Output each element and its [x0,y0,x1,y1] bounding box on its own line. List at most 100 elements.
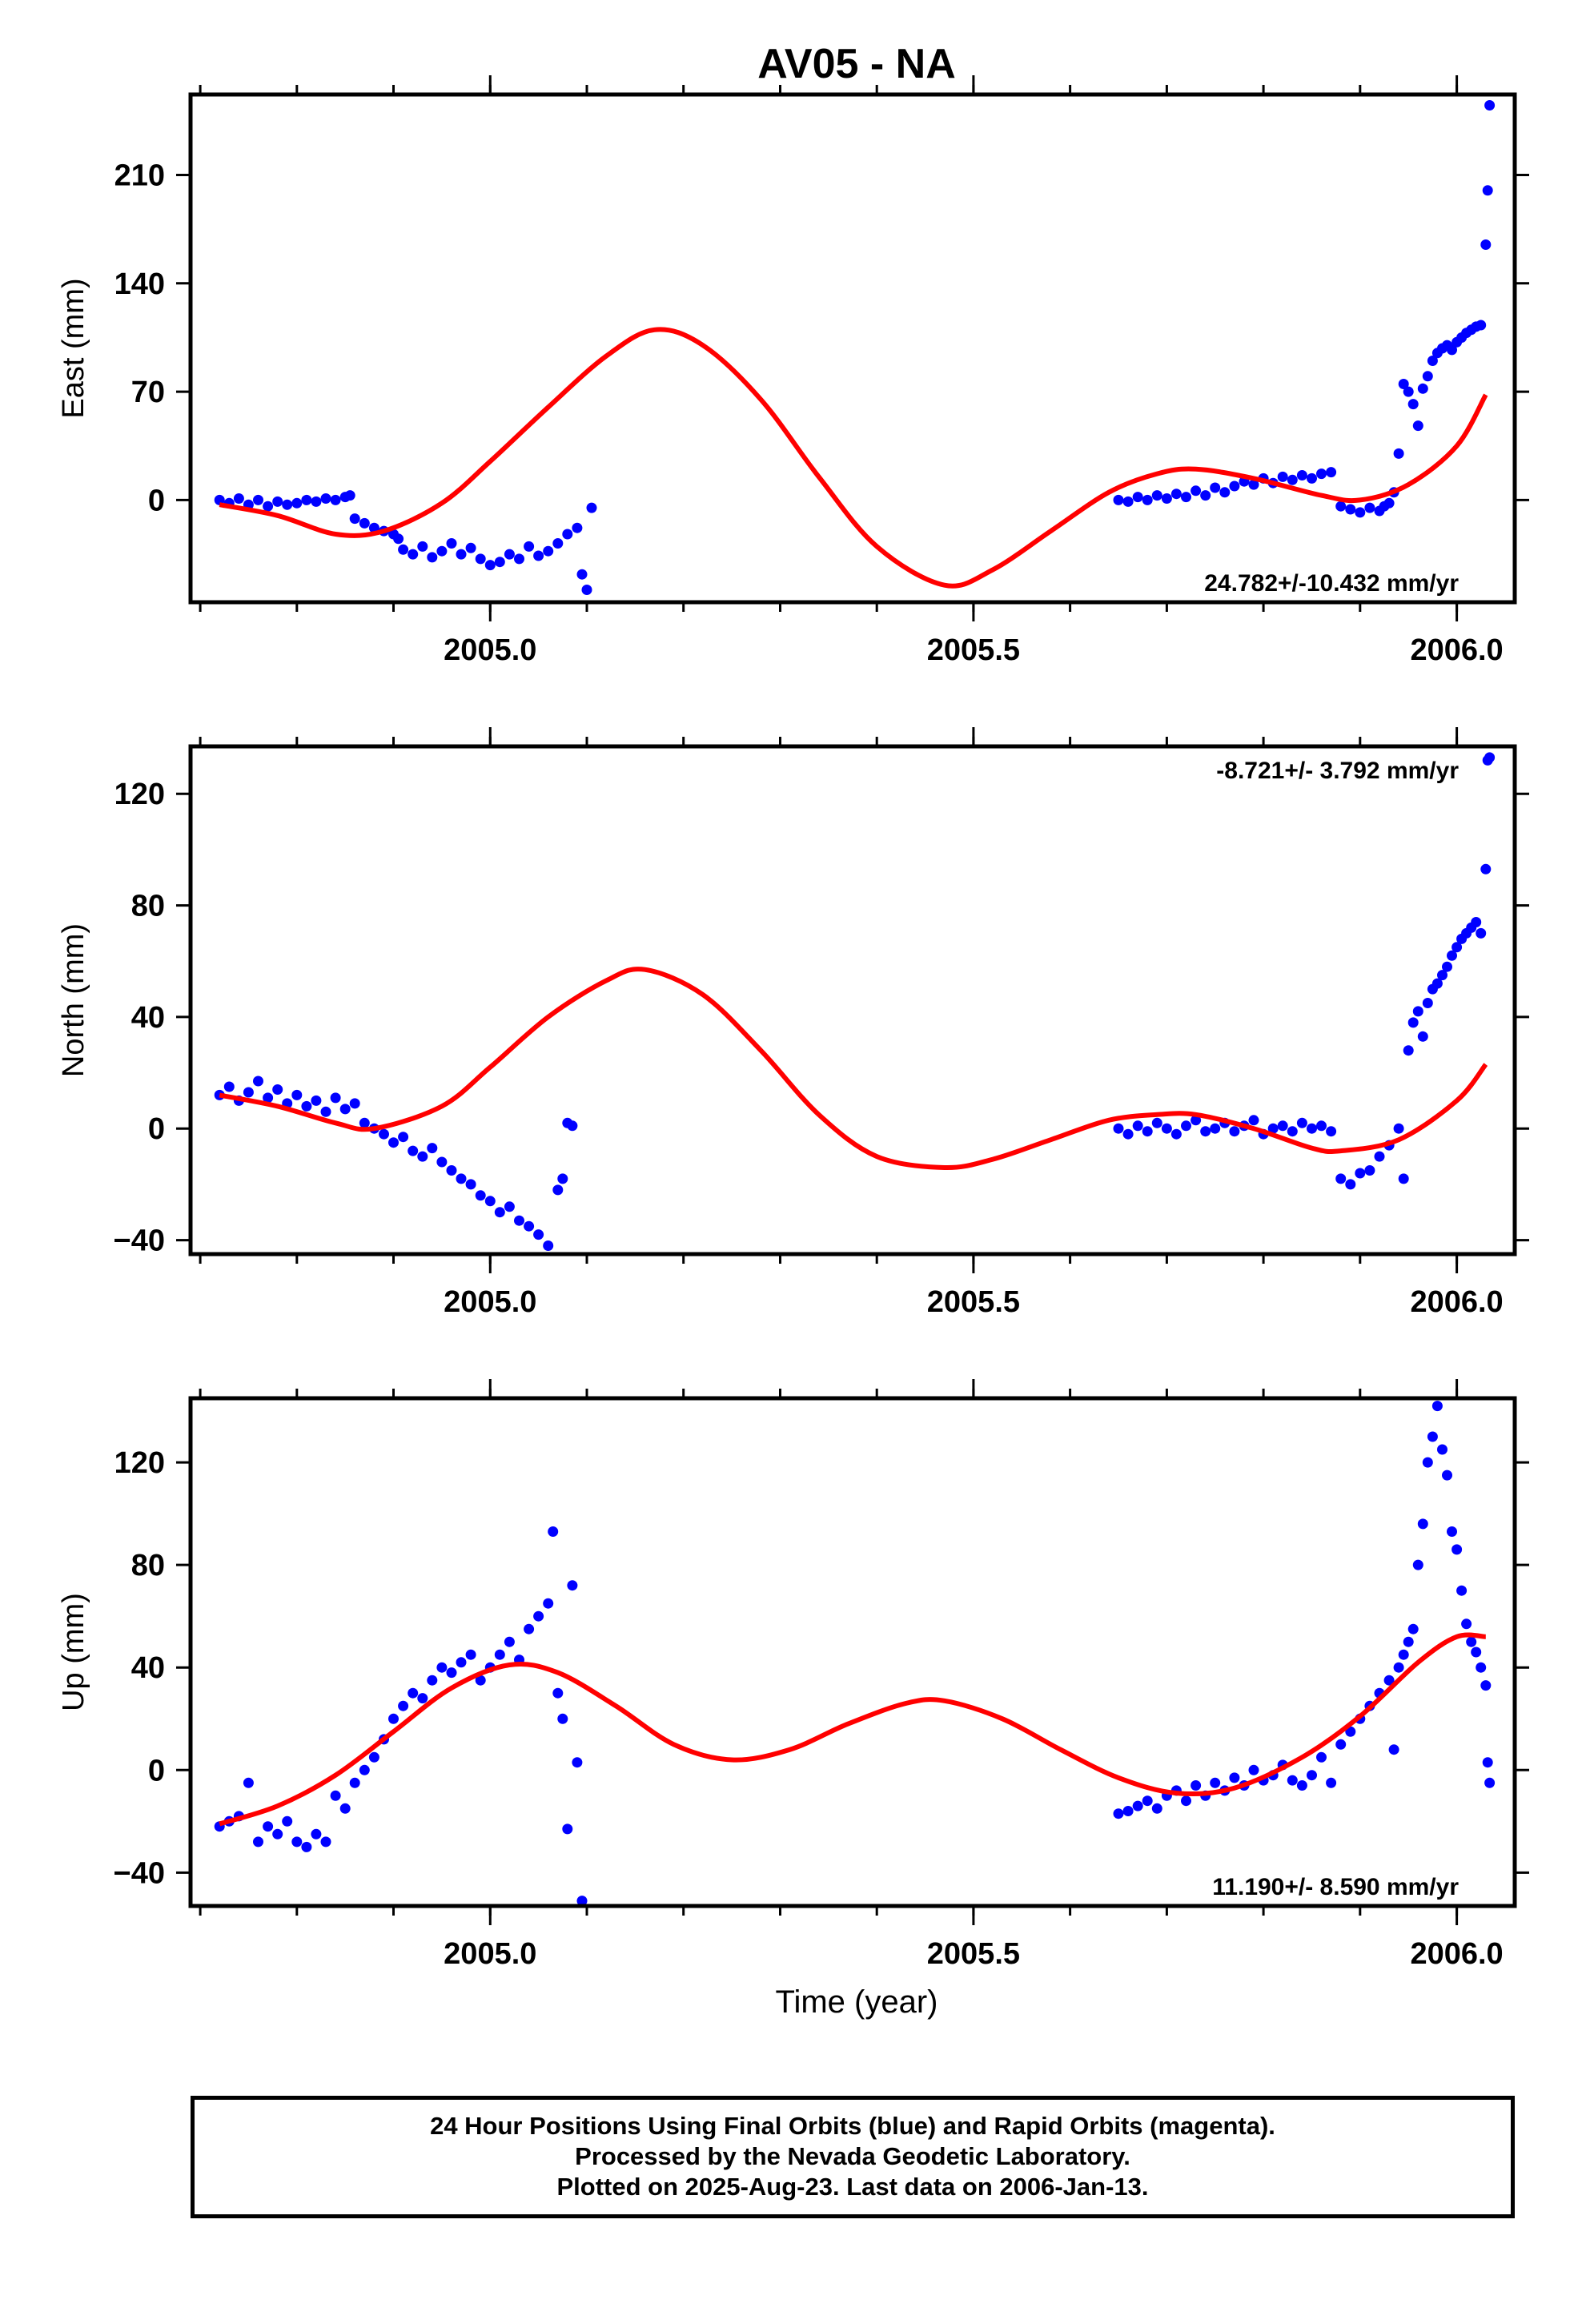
data-point [1210,1777,1221,1788]
data-point [1422,998,1433,1008]
data-point [301,494,312,505]
data-point [1122,496,1134,507]
data-point [557,1713,568,1724]
data-point [1466,1636,1477,1647]
data-point [301,1100,312,1112]
data-point [1345,504,1356,515]
data-point [1142,494,1153,505]
data-point [427,1143,438,1154]
data-point [475,1190,486,1201]
data-point [552,538,564,549]
data-point [253,494,263,505]
data-point [1480,1680,1492,1691]
data-point [408,1145,419,1156]
data-point [1248,1115,1259,1126]
y-axis-label: North (mm) [57,923,90,1077]
data-point [1277,471,1288,482]
data-point [446,538,457,549]
data-point [1191,1780,1202,1791]
data-point [1210,1123,1221,1134]
data-point [359,517,370,529]
data-point [1482,185,1493,196]
rate-annotation: -8.721+/- 3.792 mm/yr [1216,758,1459,784]
data-point [1364,1165,1375,1176]
data-point [1403,1636,1414,1647]
data-point [1200,490,1211,501]
data-point [1431,1401,1443,1412]
data-point [320,1106,331,1117]
data-point [1403,1045,1414,1056]
data-point [533,1229,544,1240]
data-point [1447,344,1457,356]
plot-frame [188,744,1517,1256]
data-point [291,497,303,509]
data-point [1398,1173,1409,1184]
data-point [465,1179,476,1190]
data-point [1326,1126,1337,1137]
data-point [1412,1559,1423,1570]
footer-line-1: 24 Hour Positions Using Final Orbits (bl… [430,2112,1275,2140]
data-point [1229,480,1240,492]
data-point [1407,399,1419,410]
data-point [1442,961,1452,972]
data-point [1122,1128,1134,1140]
data-point [1452,942,1463,953]
data-point [417,1693,428,1704]
data-point [1170,489,1182,500]
x-tick-label: 2005.5 [927,1937,1020,1971]
data-point [1151,490,1162,501]
plot-area [214,1401,1496,1906]
data-point [243,1087,254,1098]
data-point [388,1713,399,1724]
data-point [436,1156,448,1168]
plot-area [214,100,1496,595]
data-point [1393,448,1404,459]
data-point [581,585,592,595]
data-point [1132,1120,1143,1132]
data-point [1412,420,1423,432]
data-point [253,1836,263,1848]
data-point [388,1137,399,1148]
data-point [1122,1806,1134,1816]
data-point [1113,1808,1124,1819]
data-point [263,501,274,512]
data-point [427,552,438,563]
data-point [576,569,588,580]
data-point [263,1092,274,1104]
data-point [1417,383,1428,394]
data-point [398,1132,409,1143]
data-point [567,1580,578,1591]
data-point [557,1173,568,1184]
data-point [475,553,486,565]
data-point [1355,507,1366,518]
data-point [291,1089,303,1100]
data-point [543,545,554,557]
data-point [1417,1518,1428,1530]
data-point [548,1526,559,1537]
data-point [1191,1115,1202,1126]
data-point [1398,1649,1409,1660]
data-point [330,494,341,505]
data-point [576,1896,588,1906]
data-point [349,1777,360,1788]
y-tick-label: 0 [148,1112,165,1146]
data-point [1335,1173,1347,1184]
data-point [1437,970,1447,981]
data-point [504,549,515,560]
data-point [1326,1777,1337,1788]
data-point [514,1215,524,1226]
x-tick-label: 2005.0 [444,1937,536,1971]
data-point [494,1649,505,1660]
data-point [436,1662,448,1673]
data-point [1161,1123,1172,1134]
data-point [475,1675,486,1686]
data-point [1398,379,1409,389]
data-point [456,549,467,560]
x-tick-label: 2006.0 [1410,1937,1503,1971]
data-point [465,1649,476,1660]
data-point [1476,927,1487,939]
data-point [398,544,409,555]
data-point [1364,502,1375,513]
data-point [368,1751,379,1763]
data-point [1484,752,1496,763]
